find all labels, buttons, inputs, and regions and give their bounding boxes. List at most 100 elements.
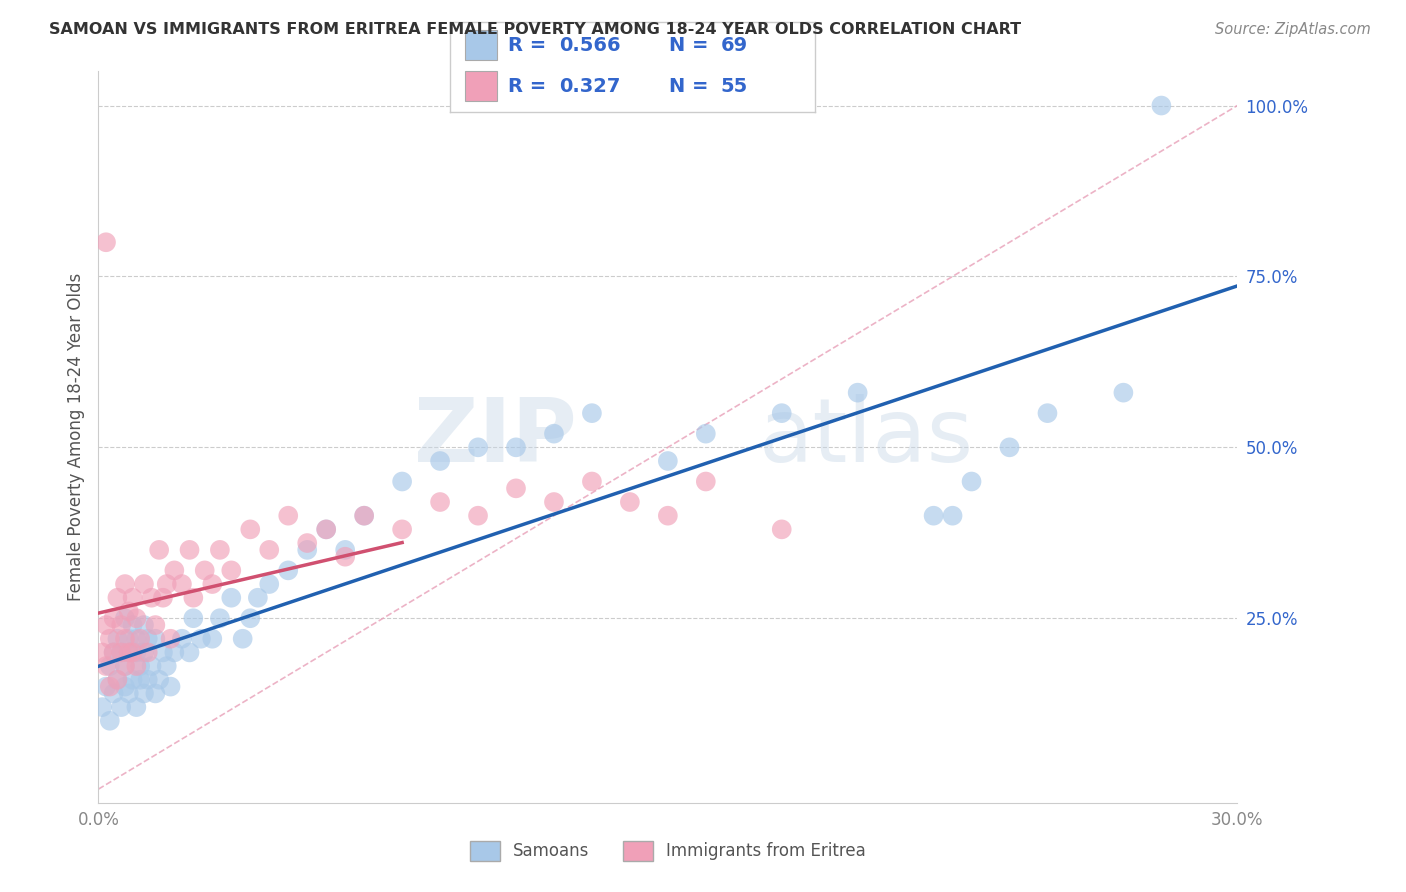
- Text: ZIP: ZIP: [413, 393, 576, 481]
- Point: [110, 645, 132, 659]
- Point: [335, 549, 357, 564]
- Point: [239, 611, 262, 625]
- Point: [118, 632, 141, 646]
- Point: [118, 686, 141, 700]
- Point: [159, 632, 181, 646]
- Text: 0.327: 0.327: [560, 77, 621, 96]
- Point: [132, 686, 155, 700]
- Point: [163, 563, 186, 577]
- Point: [156, 577, 179, 591]
- Point: [114, 577, 136, 591]
- Point: [110, 645, 132, 659]
- Point: [429, 495, 451, 509]
- Point: [132, 577, 155, 591]
- Point: [1036, 406, 1059, 420]
- Point: [581, 406, 603, 420]
- Point: [194, 563, 217, 577]
- Text: atlas: atlas: [759, 393, 974, 481]
- Point: [121, 618, 143, 632]
- Text: 69: 69: [720, 36, 748, 55]
- Point: [152, 591, 174, 605]
- Point: [125, 632, 148, 646]
- Point: [94, 680, 117, 694]
- Point: [232, 632, 254, 646]
- Point: [107, 673, 129, 687]
- Point: [98, 714, 121, 728]
- Point: [136, 632, 159, 646]
- Point: [208, 542, 231, 557]
- Point: [163, 645, 186, 659]
- Point: [103, 645, 125, 659]
- Text: SAMOAN VS IMMIGRANTS FROM ERITREA FEMALE POVERTY AMONG 18-24 YEAR OLDS CORRELATI: SAMOAN VS IMMIGRANTS FROM ERITREA FEMALE…: [49, 22, 1021, 37]
- Point: [190, 632, 212, 646]
- Point: [125, 659, 148, 673]
- Point: [152, 645, 174, 659]
- Point: [118, 645, 141, 659]
- Bar: [464, 30, 498, 60]
- Point: [94, 659, 117, 673]
- Legend: Samoans, Immigrants from Eritrea: Samoans, Immigrants from Eritrea: [463, 834, 873, 868]
- Point: [391, 522, 413, 536]
- Point: [581, 475, 603, 489]
- Point: [114, 659, 136, 673]
- Point: [132, 618, 155, 632]
- Point: [98, 659, 121, 673]
- Point: [543, 495, 565, 509]
- Point: [156, 659, 179, 673]
- Point: [118, 645, 141, 659]
- Point: [335, 542, 357, 557]
- Text: N =: N =: [669, 77, 716, 96]
- Point: [114, 659, 136, 673]
- Point: [103, 611, 125, 625]
- Point: [221, 563, 243, 577]
- Point: [103, 686, 125, 700]
- Text: N =: N =: [669, 36, 716, 55]
- Point: [922, 508, 945, 523]
- Point: [141, 659, 163, 673]
- Text: R =: R =: [509, 77, 554, 96]
- Point: [170, 577, 193, 591]
- Point: [619, 495, 641, 509]
- Text: 55: 55: [720, 77, 748, 96]
- Point: [91, 700, 114, 714]
- Point: [118, 604, 141, 618]
- Point: [467, 508, 489, 523]
- Point: [110, 618, 132, 632]
- Point: [94, 618, 117, 632]
- Y-axis label: Female Poverty Among 18-24 Year Olds: Female Poverty Among 18-24 Year Olds: [66, 273, 84, 601]
- Point: [145, 686, 167, 700]
- Point: [246, 591, 269, 605]
- Text: 0.566: 0.566: [560, 36, 621, 55]
- Point: [91, 645, 114, 659]
- Point: [277, 508, 299, 523]
- Point: [695, 475, 717, 489]
- Point: [998, 440, 1021, 454]
- Point: [159, 680, 181, 694]
- Point: [107, 673, 129, 687]
- Point: [429, 454, 451, 468]
- Point: [183, 611, 205, 625]
- Point: [145, 618, 167, 632]
- Point: [129, 673, 152, 687]
- Point: [259, 577, 281, 591]
- Point: [179, 645, 201, 659]
- Point: [467, 440, 489, 454]
- Point: [315, 522, 337, 536]
- Point: [107, 632, 129, 646]
- Point: [103, 645, 125, 659]
- Point: [239, 522, 262, 536]
- Point: [1112, 385, 1135, 400]
- Point: [145, 632, 167, 646]
- Point: [98, 680, 121, 694]
- Point: [353, 508, 375, 523]
- Point: [114, 680, 136, 694]
- Point: [770, 406, 793, 420]
- Point: [657, 454, 679, 468]
- Point: [846, 385, 869, 400]
- Point: [277, 563, 299, 577]
- Point: [129, 659, 152, 673]
- Point: [505, 481, 527, 495]
- Point: [201, 577, 224, 591]
- Point: [179, 542, 201, 557]
- Point: [259, 542, 281, 557]
